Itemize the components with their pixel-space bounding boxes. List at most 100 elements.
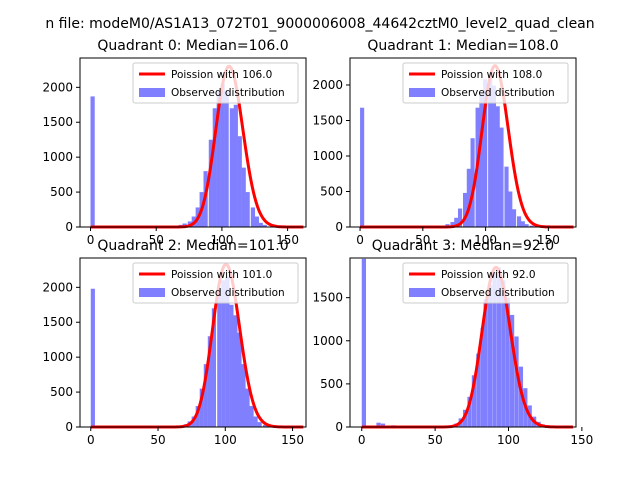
- x-tick-label: 100: [210, 233, 233, 247]
- histogram-bar: [496, 267, 502, 427]
- legend-poisson-label: Poission with 106.0: [171, 69, 272, 81]
- histogram-bar: [233, 104, 238, 227]
- x-tick-label: 0: [87, 433, 95, 447]
- y-tick-label: 1500: [312, 113, 343, 127]
- histogram-bar: [245, 192, 250, 227]
- histogram-bar: [504, 166, 509, 227]
- x-tick-label: 50: [427, 433, 442, 447]
- histogram-bar: [199, 388, 204, 427]
- legend-observed-label: Observed distribution: [171, 87, 285, 99]
- zero-count-bar: [360, 107, 365, 227]
- histogram-bar: [233, 315, 238, 427]
- legend-box: [402, 262, 569, 304]
- legend-observed-swatch: [139, 88, 165, 97]
- legend-poisson-label: Poission with 92.0: [441, 269, 536, 281]
- zero-count-bar: [90, 288, 95, 427]
- histogram-bar: [253, 416, 258, 427]
- histogram-bar: [229, 304, 234, 427]
- y-tick-label: 500: [320, 184, 343, 198]
- histogram-bar: [492, 271, 497, 427]
- histogram-bar: [471, 375, 477, 427]
- histogram-bar: [216, 90, 221, 227]
- x-tick-label: 50: [415, 233, 430, 247]
- histogram-bar: [470, 138, 475, 227]
- x-tick-label: 150: [276, 233, 299, 247]
- chart-panel-0: Quadrant 0: Median=106.00 50 100 1500500100…: [42, 38, 307, 247]
- histogram-bar: [505, 297, 510, 427]
- legend-observed-swatch: [409, 88, 435, 97]
- panel-title: Quadrant 1: Median=108.0: [367, 38, 558, 54]
- histogram-bar: [257, 422, 262, 427]
- histogram-bar: [479, 93, 484, 227]
- histogram-bar: [254, 216, 259, 227]
- histogram-bar: [237, 332, 242, 427]
- histogram-bar: [450, 222, 455, 227]
- y-tick-label: 500: [50, 185, 73, 199]
- histogram-bar: [195, 406, 200, 427]
- histogram-bar: [380, 423, 386, 427]
- y-tick-label: 2000: [42, 80, 73, 94]
- axes-frame: [79, 57, 307, 228]
- y-tick-label: 500: [50, 385, 73, 399]
- histogram-bar: [509, 314, 515, 427]
- histogram-bar: [245, 388, 250, 427]
- histogram-bar: [480, 327, 485, 427]
- x-tick-label: 0: [356, 233, 364, 247]
- histogram-bar: [457, 208, 463, 227]
- x-tick-label: 150: [570, 433, 593, 447]
- histogram-bar: [241, 364, 246, 427]
- histogram-bar: [518, 366, 524, 427]
- panel-title: Quadrant 2: Median=101.0: [97, 238, 288, 254]
- x-tick-label: 100: [497, 433, 520, 447]
- histogram-bar: [516, 216, 522, 227]
- y-tick-label: 1000: [42, 150, 73, 164]
- zero-count-bar: [90, 96, 95, 227]
- histogram-bar: [511, 209, 517, 227]
- figure-suptitle: n file: modeM0/AS1A13_072T01_9000006008_…: [45, 16, 594, 32]
- histogram-bar: [237, 136, 242, 227]
- zero-count-bar: [361, 258, 366, 427]
- histogram-bar: [529, 225, 534, 227]
- histogram-bar: [224, 90, 229, 227]
- y-tick-label: 1000: [312, 149, 343, 163]
- y-tick-label: 2000: [312, 78, 343, 92]
- legend: Poission with 108.0 Observed distribution: [402, 62, 569, 104]
- histogram-bar: [514, 336, 519, 427]
- histogram-bar: [212, 108, 217, 227]
- y-tick-label: 2000: [42, 280, 73, 294]
- legend: Poission with 106.0 Observed distribution: [132, 62, 299, 104]
- y-tick-label: 1000: [312, 334, 343, 348]
- histogram-bar: [229, 108, 234, 227]
- y-tick-label: 500: [320, 377, 343, 391]
- legend-box: [402, 62, 569, 104]
- histogram-bar: [241, 167, 246, 227]
- chart-panel-3: Quadrant 3: Median=92.00 50 100 15005001000…: [312, 238, 593, 447]
- legend-observed-label: Observed distribution: [441, 287, 555, 299]
- x-tick-label: 100: [214, 433, 237, 447]
- histogram-bar: [488, 74, 493, 227]
- y-tick-label: 0: [335, 420, 343, 434]
- y-tick-label: 1500: [42, 115, 73, 129]
- panel-title: Quadrant 0: Median=106.0: [97, 38, 288, 54]
- histogram-bar: [225, 276, 230, 427]
- legend-observed-label: Observed distribution: [441, 87, 555, 99]
- x-tick-label: 150: [281, 433, 304, 447]
- histogram-bar: [476, 353, 481, 427]
- y-tick-label: 0: [65, 420, 73, 434]
- x-tick-label: 0: [358, 433, 366, 447]
- histogram-bar: [220, 83, 225, 228]
- observed-histogram: [90, 276, 268, 427]
- legend: Poission with 101.0 Observed distribution: [132, 262, 299, 304]
- panel-title: Quadrant 3: Median=92.0: [372, 238, 554, 254]
- histogram-bar: [491, 85, 497, 228]
- histogram-bar: [376, 422, 381, 427]
- axes-frame: [79, 257, 307, 428]
- histogram-bar: [217, 288, 222, 427]
- histogram-bar: [520, 221, 525, 227]
- histogram-bar: [508, 191, 513, 227]
- histogram-bar: [483, 299, 488, 427]
- histogram-bar: [250, 207, 256, 227]
- y-tick-label: 1500: [312, 291, 343, 305]
- histogram-bar: [221, 280, 226, 427]
